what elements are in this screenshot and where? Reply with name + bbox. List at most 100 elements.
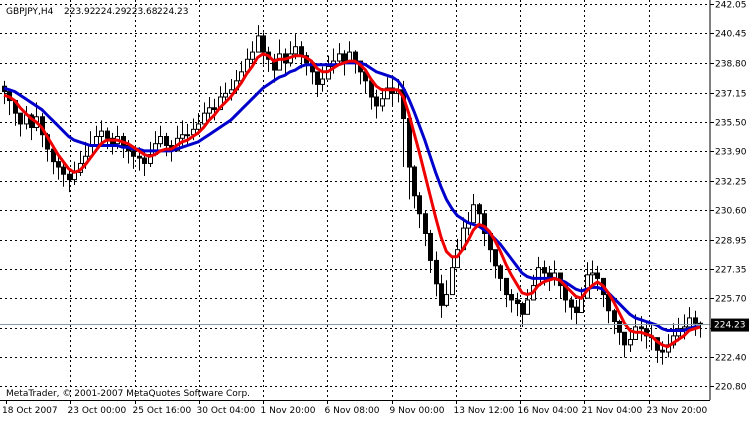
candle-body: [131, 150, 136, 157]
candle: [617, 319, 622, 345]
candle-body: [477, 204, 482, 215]
chart-header: GBPJPY,H4 223.92 224.29 223.68 224.23: [6, 7, 189, 17]
candle-body: [18, 112, 23, 125]
current-price-label: 224.23: [714, 321, 746, 331]
candle-body: [428, 232, 433, 261]
candle: [261, 32, 266, 65]
y-tick-label: 220.80: [715, 383, 747, 393]
candle-body: [185, 134, 190, 137]
candle: [520, 301, 525, 327]
candle: [612, 308, 617, 335]
candle: [693, 310, 698, 336]
candle-body: [579, 297, 584, 314]
candle-body: [417, 195, 422, 215]
candle: [385, 77, 390, 100]
x-tick-label: 25 Oct 16:00: [133, 406, 192, 416]
candle-body: [498, 265, 503, 279]
candle-body: [223, 92, 228, 98]
candle: [61, 161, 66, 187]
candle: [417, 192, 422, 229]
candle: [687, 307, 692, 331]
candle: [628, 328, 633, 353]
candle: [471, 193, 476, 224]
candle: [439, 274, 444, 318]
candle-body: [434, 259, 439, 285]
candle-body: [67, 173, 72, 181]
candle-body: [105, 130, 110, 139]
candle-body: [617, 321, 622, 333]
candle: [450, 256, 455, 296]
candle-body: [212, 107, 217, 111]
candle-body: [315, 71, 320, 85]
x-axis: 18 Oct 2007 23 Oct 00:00 25 Oct 16:00 30 Oc…: [2, 400, 707, 416]
candle: [477, 202, 482, 227]
candle-body: [250, 51, 255, 60]
y-tick-label: 230.60: [715, 207, 747, 217]
y-axis: 242.05 240.45 238.80 237.15 235.50 233.90 232.…: [710, 1, 747, 393]
candle-body: [569, 299, 574, 308]
candle-body: [99, 130, 104, 138]
candle: [272, 53, 277, 83]
open-value: 223.92: [64, 7, 96, 17]
candle: [18, 112, 23, 137]
candle-body: [207, 107, 212, 114]
candle-body: [676, 328, 681, 337]
candle-body: [471, 204, 476, 224]
candle: [158, 125, 163, 148]
candle-body: [320, 78, 325, 85]
candle: [277, 39, 282, 71]
x-tick-label: 23 Nov 20:00: [647, 406, 708, 416]
candle-body: [380, 98, 385, 107]
candle-body: [504, 277, 509, 296]
y-tick-label: 232.25: [715, 178, 747, 188]
candle-body: [261, 35, 266, 53]
candle-body: [277, 53, 282, 71]
low-value: 223.68: [126, 7, 158, 17]
candle-body: [444, 294, 449, 306]
candle: [315, 71, 320, 97]
x-tick-label: 13 Nov 12:00: [454, 406, 515, 416]
current-price-tag: 224.23: [711, 318, 749, 332]
candle-body: [525, 299, 530, 315]
x-tick-label: 16 Nov 04:00: [518, 406, 579, 416]
candle-body: [196, 123, 201, 130]
candle-body: [164, 136, 169, 146]
candle-body: [509, 294, 514, 301]
candle-body: [622, 331, 627, 346]
candle: [423, 210, 428, 247]
candle-body: [137, 155, 142, 159]
y-tick-label: 237.15: [715, 90, 747, 100]
candle: [374, 89, 379, 119]
candle: [412, 165, 417, 209]
slow-ma-line: [3, 61, 700, 332]
candle: [515, 292, 520, 317]
symbol-label: GBPJPY,H4: [6, 7, 54, 17]
x-tick-label: 9 Nov 00:00: [390, 406, 445, 416]
candle-body: [455, 249, 460, 269]
candle: [380, 88, 385, 112]
candle-body: [628, 338, 633, 346]
candle: [250, 41, 255, 65]
candle-body: [542, 267, 547, 274]
candle-body: [61, 166, 66, 175]
candle-body: [374, 96, 379, 107]
copyright-text: MetaTrader, © 2001-2007 MetaQuotes Softw…: [6, 389, 250, 399]
candle: [434, 251, 439, 297]
y-tick-label: 233.90: [715, 148, 747, 158]
candle-body: [450, 267, 455, 296]
x-tick-label: 30 Oct 04:00: [197, 406, 256, 416]
candle-body: [423, 213, 428, 234]
candle-body: [612, 310, 617, 323]
candle: [569, 296, 574, 320]
y-tick-label: 222.40: [715, 354, 747, 364]
candle-body: [337, 53, 342, 62]
candle-body: [385, 87, 390, 100]
x-tick-label: 21 Nov 04:00: [582, 406, 643, 416]
y-tick-label: 238.80: [715, 60, 747, 70]
candle: [509, 289, 514, 313]
candle-body: [493, 249, 498, 267]
candle: [185, 123, 190, 146]
y-tick-label: 242.05: [715, 1, 747, 11]
candle: [504, 277, 509, 308]
